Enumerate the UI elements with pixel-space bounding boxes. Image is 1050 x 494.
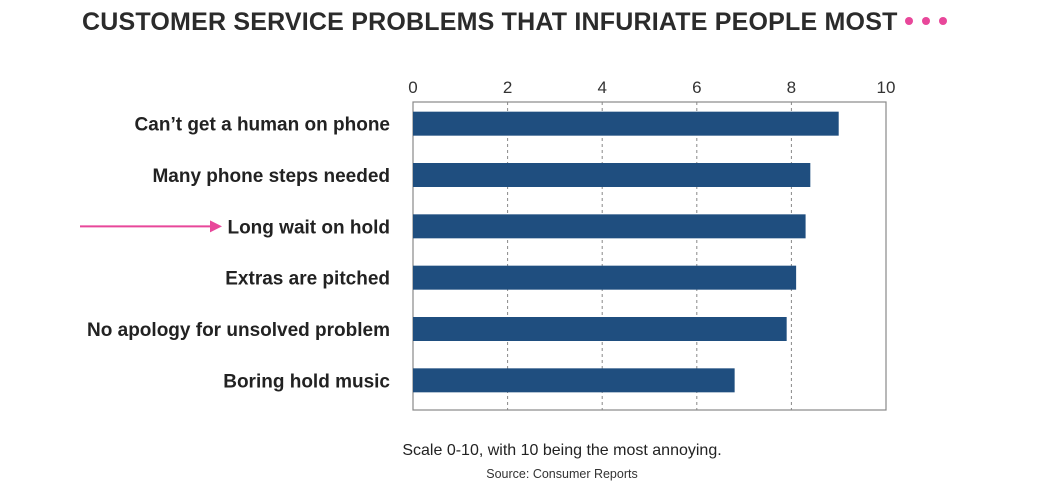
chart-title: CUSTOMER SERVICE PROBLEMS THAT INFURIATE…	[82, 8, 898, 36]
accent-dot	[905, 17, 913, 25]
x-tick-label: 0	[408, 78, 417, 97]
bar	[413, 317, 787, 341]
category-label: Boring hold music	[223, 371, 390, 392]
category-label: No apology for unsolved problem	[87, 320, 390, 341]
x-tick-label: 2	[503, 78, 512, 97]
x-tick-label: 4	[597, 78, 606, 97]
bar	[413, 163, 811, 187]
category-label: Extras are pitched	[225, 269, 390, 290]
bar	[413, 368, 735, 393]
category-label: Many phone steps needed	[152, 166, 390, 187]
bar	[413, 265, 797, 290]
category-label: Can’t get a human on phone	[135, 115, 390, 136]
chart-source: Source: Consumer Reports	[486, 467, 638, 481]
x-tick-label: 10	[877, 78, 896, 97]
accent-dot	[922, 17, 930, 25]
accent-dot	[939, 17, 947, 25]
bar	[413, 214, 806, 239]
bar	[413, 111, 839, 136]
title-dots	[905, 17, 947, 25]
category-label: Long wait on hold	[227, 217, 390, 238]
plot-frame	[412, 101, 887, 411]
x-tick-label: 6	[692, 78, 701, 97]
chart-subtitle: Scale 0-10, with 10 being the most annoy…	[402, 442, 722, 459]
x-tick-label: 8	[787, 78, 796, 97]
highlight-arrowhead	[210, 220, 222, 233]
